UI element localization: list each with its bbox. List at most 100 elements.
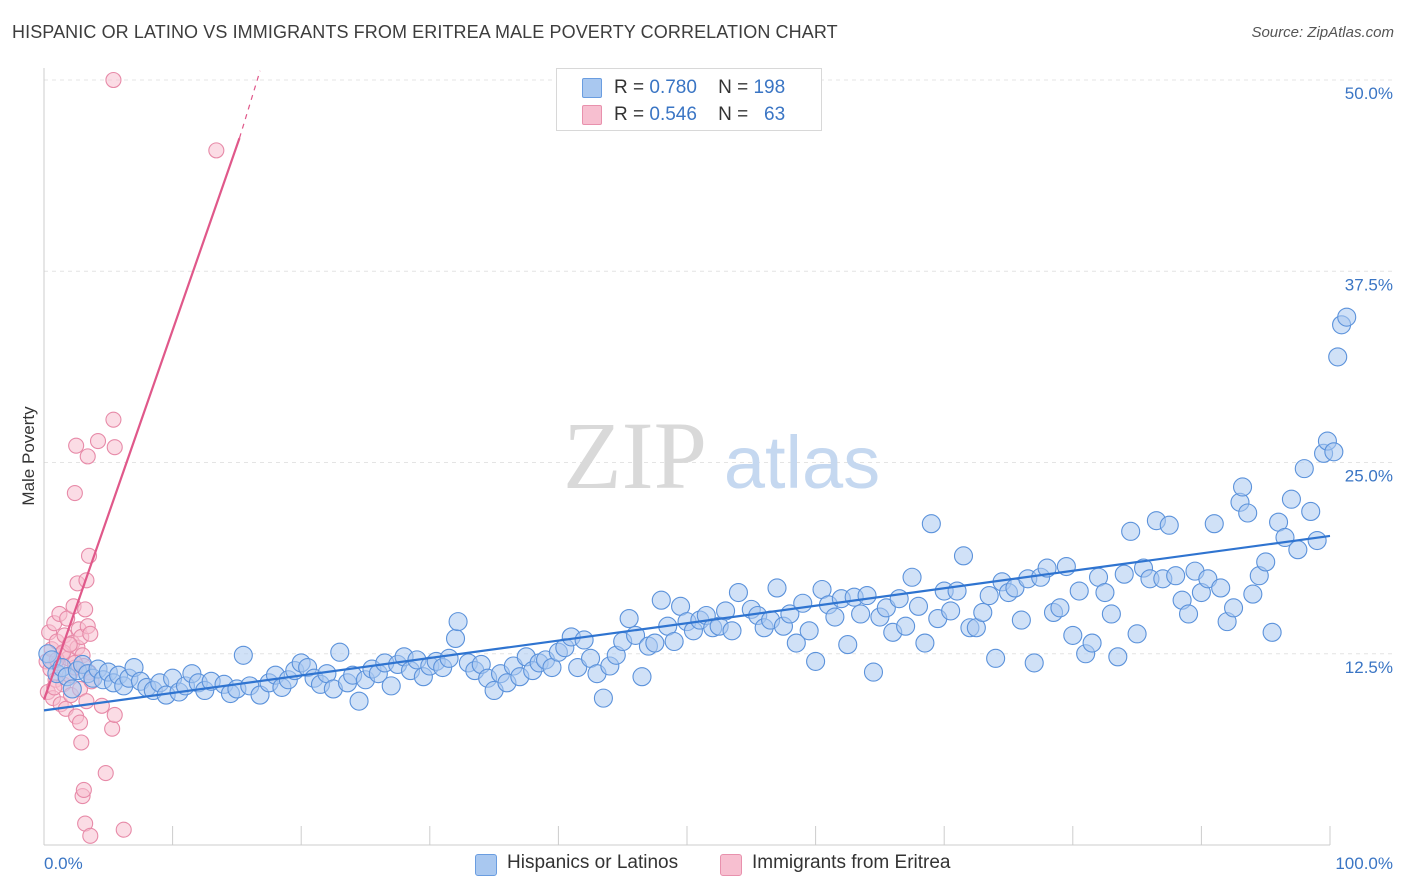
eritrea-point [82, 827, 99, 844]
hispanic-point [349, 691, 369, 711]
eritrea-point [93, 697, 110, 714]
eritrea-point [208, 142, 225, 159]
eritrea-point [73, 734, 90, 751]
trend-lines [42, 70, 1331, 712]
hispanic-point [973, 602, 993, 622]
hispanic-point [1178, 604, 1199, 624]
hispanic-point [1204, 514, 1224, 534]
hispanic-point [1328, 347, 1348, 367]
eritrea-point [104, 720, 121, 737]
hispanic-point [1121, 521, 1141, 541]
hispanic-point [1256, 552, 1276, 572]
hispanic-point [448, 612, 468, 632]
watermark: ZIP atlas [563, 402, 880, 509]
legend-swatch-hispanic [582, 78, 602, 98]
hispanic-point [902, 567, 922, 587]
hispanic-point [651, 590, 671, 610]
legend-n-label: N = [718, 104, 749, 125]
legend-r-value: 0.546 [649, 104, 697, 125]
hispanic-point [1294, 459, 1314, 479]
hispanic-point [568, 657, 588, 678]
legend-swatch-eritrea [582, 105, 602, 125]
legend-n-value: 198 [753, 77, 786, 98]
source-label: Source: ZipAtlas.com [1251, 24, 1394, 41]
hispanic-point [1211, 578, 1231, 598]
hispanic-point [1198, 569, 1218, 589]
legend-r-value: 0.780 [649, 77, 697, 98]
hispanic-point [921, 514, 941, 534]
watermark-atlas: atlas [724, 421, 880, 504]
y-axis-title: Male Poverty [19, 406, 38, 506]
hispanic-point [445, 628, 466, 649]
y-tick-label: 50.0% [1345, 84, 1393, 103]
hispanic-point [1243, 584, 1263, 604]
eritrea-point [106, 706, 123, 724]
hispanic-point [330, 642, 350, 662]
legend-n-label: N = [718, 77, 749, 98]
hispanic-point [786, 633, 806, 653]
x-tick-label: 0.0% [44, 854, 83, 873]
hispanic-point [889, 589, 909, 609]
hispanic-point [915, 633, 935, 653]
legend-n-value: 63 [764, 104, 786, 125]
hispanic-point [799, 621, 819, 641]
hispanic-point [1069, 581, 1089, 601]
eritrea-point [106, 439, 123, 456]
eritrea-trend-extension [238, 70, 261, 139]
hispanic-point [1011, 610, 1031, 630]
bottom-legend-swatch [720, 854, 742, 876]
hispanic-point [1063, 625, 1083, 645]
eritrea-point [105, 71, 122, 89]
hispanic-point [1301, 501, 1321, 522]
bottom-legend-label: Hispanics or Latinos [507, 852, 679, 873]
x-tick-label: 100.0% [1335, 854, 1393, 873]
legend-r-label: R = [614, 77, 645, 98]
eritrea-point [78, 693, 95, 710]
hispanic-point [953, 546, 974, 566]
eritrea-points [38, 71, 225, 844]
hispanic-point [851, 604, 871, 624]
axes [43, 68, 1331, 846]
hispanic-point [1159, 515, 1179, 535]
hispanic-point [979, 586, 999, 606]
hispanic-point [1082, 633, 1102, 653]
hispanic-point [1238, 503, 1258, 523]
eritrea-point [82, 625, 99, 642]
legend-r-label: R = [614, 104, 645, 125]
bottom-legend-label: Immigrants from Eritrea [752, 852, 951, 873]
hispanic-point [1024, 653, 1044, 673]
hispanic-point [619, 609, 639, 629]
hispanic-point [1224, 598, 1244, 618]
hispanic-point [1233, 477, 1253, 497]
hispanic-point [1324, 442, 1344, 462]
hispanic-point [722, 621, 742, 641]
hispanic-point [1114, 564, 1134, 584]
hispanic-point [1095, 582, 1115, 603]
eritrea-point [77, 601, 94, 618]
watermark-zip: ZIP [563, 402, 707, 509]
hispanic-point [233, 645, 253, 665]
eritrea-point [66, 485, 83, 502]
hispanic-point [632, 667, 652, 687]
hispanic-point [1050, 598, 1070, 618]
hispanic-point [381, 676, 401, 696]
hispanic-points [38, 307, 1357, 711]
hispanic-point [664, 631, 684, 652]
eritrea-point [97, 765, 114, 782]
eritrea-point [89, 433, 107, 450]
hispanic-point [593, 688, 613, 708]
hispanic-point [645, 633, 665, 653]
hispanic-point [1262, 622, 1282, 642]
hispanic-point [941, 601, 961, 621]
hispanic-point [1281, 489, 1301, 509]
hispanic-point [986, 648, 1006, 668]
hispanic-trend-line [43, 534, 1331, 712]
hispanic-point [1166, 566, 1186, 586]
eritrea-point [79, 448, 96, 465]
hispanic-point [838, 635, 858, 655]
stats-legend: R = 0.780 N = 198 R = 0.546 N = 63 [556, 68, 822, 131]
hispanic-point [1127, 624, 1147, 644]
hispanic-point [793, 593, 813, 613]
hispanic-point [896, 616, 916, 636]
